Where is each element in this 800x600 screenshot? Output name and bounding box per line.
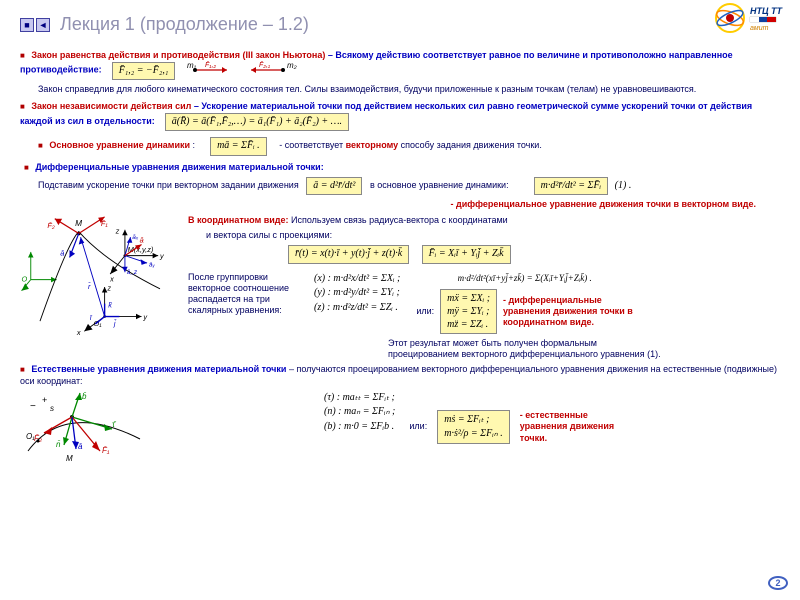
main-eq-heading: Основное уравнение динамики — [49, 140, 190, 150]
law3-note: Закон справедлив для любого кинематическ… — [38, 84, 786, 95]
svg-text:x: x — [76, 328, 81, 335]
svg-text:M: M — [75, 218, 82, 228]
nat-eqs: (τ) : maₜₜ = ΣFᵢₜ ; (n) : maₙ = ΣFᵢₙ ; (… — [320, 391, 399, 435]
nav-home-button[interactable]: ■ — [20, 18, 34, 32]
diff-vec-caption: - дифференциальное уравнение движения то… — [20, 199, 756, 210]
svg-text:−: − — [30, 401, 36, 412]
svg-text:F̄₂,₁: F̄₂,₁ — [259, 61, 271, 69]
svg-text:z: z — [106, 283, 111, 292]
page-title: Лекция 1 (продолжение – 1.2) — [60, 14, 309, 35]
law3-eq: F̄₁,₂ = −F̄₂,₁ — [112, 62, 176, 81]
svg-text:z: z — [115, 226, 120, 235]
svg-text:M: M — [66, 454, 73, 463]
page-number: 2 — [768, 576, 788, 590]
group-eq-z: (z) : m·d²z/dt² = ΣZᵢ . — [310, 301, 404, 316]
svg-text:r̄: r̄ — [88, 281, 92, 290]
svg-text:āₓ: āₓ — [132, 234, 139, 241]
nat-eq-n: (n) : maₙ = ΣFᵢₙ ; — [320, 405, 399, 420]
svg-text:ā: ā — [60, 248, 64, 257]
svg-text:s: s — [50, 404, 54, 413]
diff-line1: Подставим ускорение точки при векторном … — [38, 177, 786, 196]
diff-heading: Дифференциальные уравнения движения мате… — [35, 162, 323, 172]
nat-heading: Естественные уравнения движения материал… — [31, 364, 286, 374]
svg-text:τ̄: τ̄ — [112, 420, 117, 429]
main-eq-note3: способу задания движения точки. — [401, 140, 542, 150]
law3-block: ■ Закон равенства действия и противодейс… — [20, 50, 786, 80]
nat-caption: - естественные уравнения движения точки. — [520, 410, 630, 444]
svg-text:m₁: m₁ — [187, 61, 197, 70]
indep-block: ■ Закон независимости действия сил – Уск… — [20, 101, 786, 131]
law3-heading: Закон равенства действия и противодейств… — [31, 50, 325, 60]
group-text: После группировки векторное соотношение … — [188, 272, 298, 317]
diff-eq-main: m·d²r̄/dt² = ΣF̄ᵢ — [534, 177, 609, 196]
main-eq-block: ■ Основное уравнение динамики : mā = ΣF̄… — [38, 137, 786, 156]
svg-text:ā_z: ā_z — [127, 269, 138, 276]
group-ili: или: — [416, 306, 434, 317]
vector-diagram: O M F̄₁ F̄₂ ā r̄ O₁ y z x — [20, 215, 180, 335]
group-note2: Этот результат может быть получен формал… — [388, 338, 668, 361]
middle-area: O M F̄₁ F̄₂ ā r̄ O₁ y z x — [20, 215, 786, 361]
coord-line1: Используем связь радиуса-вектора с коорд… — [291, 215, 508, 225]
natural-diagram: M τ̄ n̄ b̄ F̄₁ F̄₂ ā O₁ s + − — [20, 391, 150, 463]
svg-text:āᵧ: āᵧ — [149, 261, 156, 268]
svg-text:m₂: m₂ — [287, 61, 297, 70]
coord-heading: В координатном виде: — [188, 215, 289, 225]
svg-text:y: y — [142, 312, 148, 321]
main-eq-note1: - соответствует — [279, 140, 345, 150]
nav-buttons: ■ ◄ — [20, 18, 50, 32]
nat-eq-b: (b) : m·0 = ΣFᵢb . — [320, 420, 399, 435]
group-caption: - дифференциальные уравнения движения то… — [503, 295, 633, 329]
svg-text:b̄: b̄ — [82, 392, 87, 401]
main-eq-note2: векторному — [346, 140, 399, 150]
diff-heading-row: ■ Дифференциальные уравнения движения ма… — [20, 162, 786, 173]
group-eq-big: m·d²/dt²(xī+yj̄+zk̄) = Σ(Xᵢī+Yᵢj̄+Zᵢk̄) … — [454, 272, 596, 285]
group-xyz: (x) : m·d²x/dt² = ΣXᵢ ; (y) : m·d²y/dt² … — [310, 272, 404, 316]
svg-text:y: y — [159, 251, 165, 260]
coord-eq-r: r̄(t) = x(t)·ī + y(t)·j̄ + z(t)·k̄ — [288, 245, 409, 264]
indep-eq: ā(R̄) = ā(F̄₁,F̄₂,…) = ā₁(F̄₁) + ā₂(F̄₂)… — [165, 113, 349, 132]
group-eq-x: (x) : m·d²x/dt² = ΣXᵢ ; — [310, 272, 404, 287]
svg-text:ā: ā — [140, 235, 144, 244]
middle-right: В координатном виде: Используем связь ра… — [188, 215, 786, 361]
svg-text:O₁: O₁ — [26, 432, 35, 441]
svg-text:n̄: n̄ — [56, 440, 61, 449]
svg-text:j̄: j̄ — [113, 318, 117, 327]
nat-ili: или: — [409, 421, 427, 432]
logo: НТЦ ТТ амит — [712, 2, 792, 34]
svg-text:M(x,y,z): M(x,y,z) — [128, 245, 154, 254]
nat-area: M τ̄ n̄ b̄ F̄₁ F̄₂ ā O₁ s + − — [20, 391, 786, 463]
svg-text:ī: ī — [90, 313, 93, 322]
main-eq: mā = ΣF̄ᵢ . — [210, 137, 267, 156]
nav-back-button[interactable]: ◄ — [36, 18, 50, 32]
nat-eq-t: (τ) : maₜₜ = ΣFᵢₜ ; — [320, 391, 399, 406]
diff-eq-num: (1) . — [611, 179, 636, 194]
diff-eq-a: ā = d²r̄/dt² — [306, 177, 362, 196]
svg-text:O: O — [22, 274, 28, 283]
law3-diagram: m₁ F̄₁,₂ m₂ F̄₂,₁ — [183, 61, 303, 79]
group-eq-boxed: mẍ = ΣXᵢ ; mÿ = ΣYᵢ ; mz̈ = ΣZᵢ . — [440, 289, 497, 334]
svg-text:ā: ā — [78, 442, 83, 451]
bullet-icon: ■ — [24, 163, 29, 172]
indep-heading: Закон независимости действия сил — [31, 101, 191, 111]
nat-eq-boxed: mṡ = ΣFᵢₜ ; m·ṡ²/ρ = ΣFᵢₙ . — [437, 410, 510, 444]
svg-text:амит: амит — [750, 25, 769, 32]
bullet-icon: ■ — [20, 51, 25, 60]
svg-text:x: x — [109, 274, 114, 283]
svg-text:F̄₂: F̄₂ — [47, 221, 55, 230]
bullet-icon: ■ — [20, 102, 25, 111]
coord-eq-f: F̄ᵢ = Xᵢī + Yᵢj̄ + Zᵢk̄ — [422, 245, 511, 264]
svg-text:+: + — [42, 395, 47, 405]
bullet-icon: ■ — [20, 365, 25, 374]
nat-heading-row: ■ Естественные уравнения движения матери… — [20, 364, 786, 387]
bullet-icon: ■ — [38, 141, 43, 150]
content: ■ Закон равенства действия и противодейс… — [20, 50, 786, 463]
group-eq-y: (y) : m·d²y/dt² = ΣYᵢ ; — [310, 286, 404, 301]
svg-text:F̄₁: F̄₁ — [101, 219, 109, 228]
svg-text:F̄₁,₂: F̄₁,₂ — [205, 61, 216, 69]
svg-text:F̄₁: F̄₁ — [102, 446, 110, 455]
coord-line2: и вектора силы с проекциями: — [206, 230, 786, 241]
svg-text:НТЦ ТТ: НТЦ ТТ — [750, 6, 784, 16]
svg-text:k̄: k̄ — [108, 300, 113, 309]
